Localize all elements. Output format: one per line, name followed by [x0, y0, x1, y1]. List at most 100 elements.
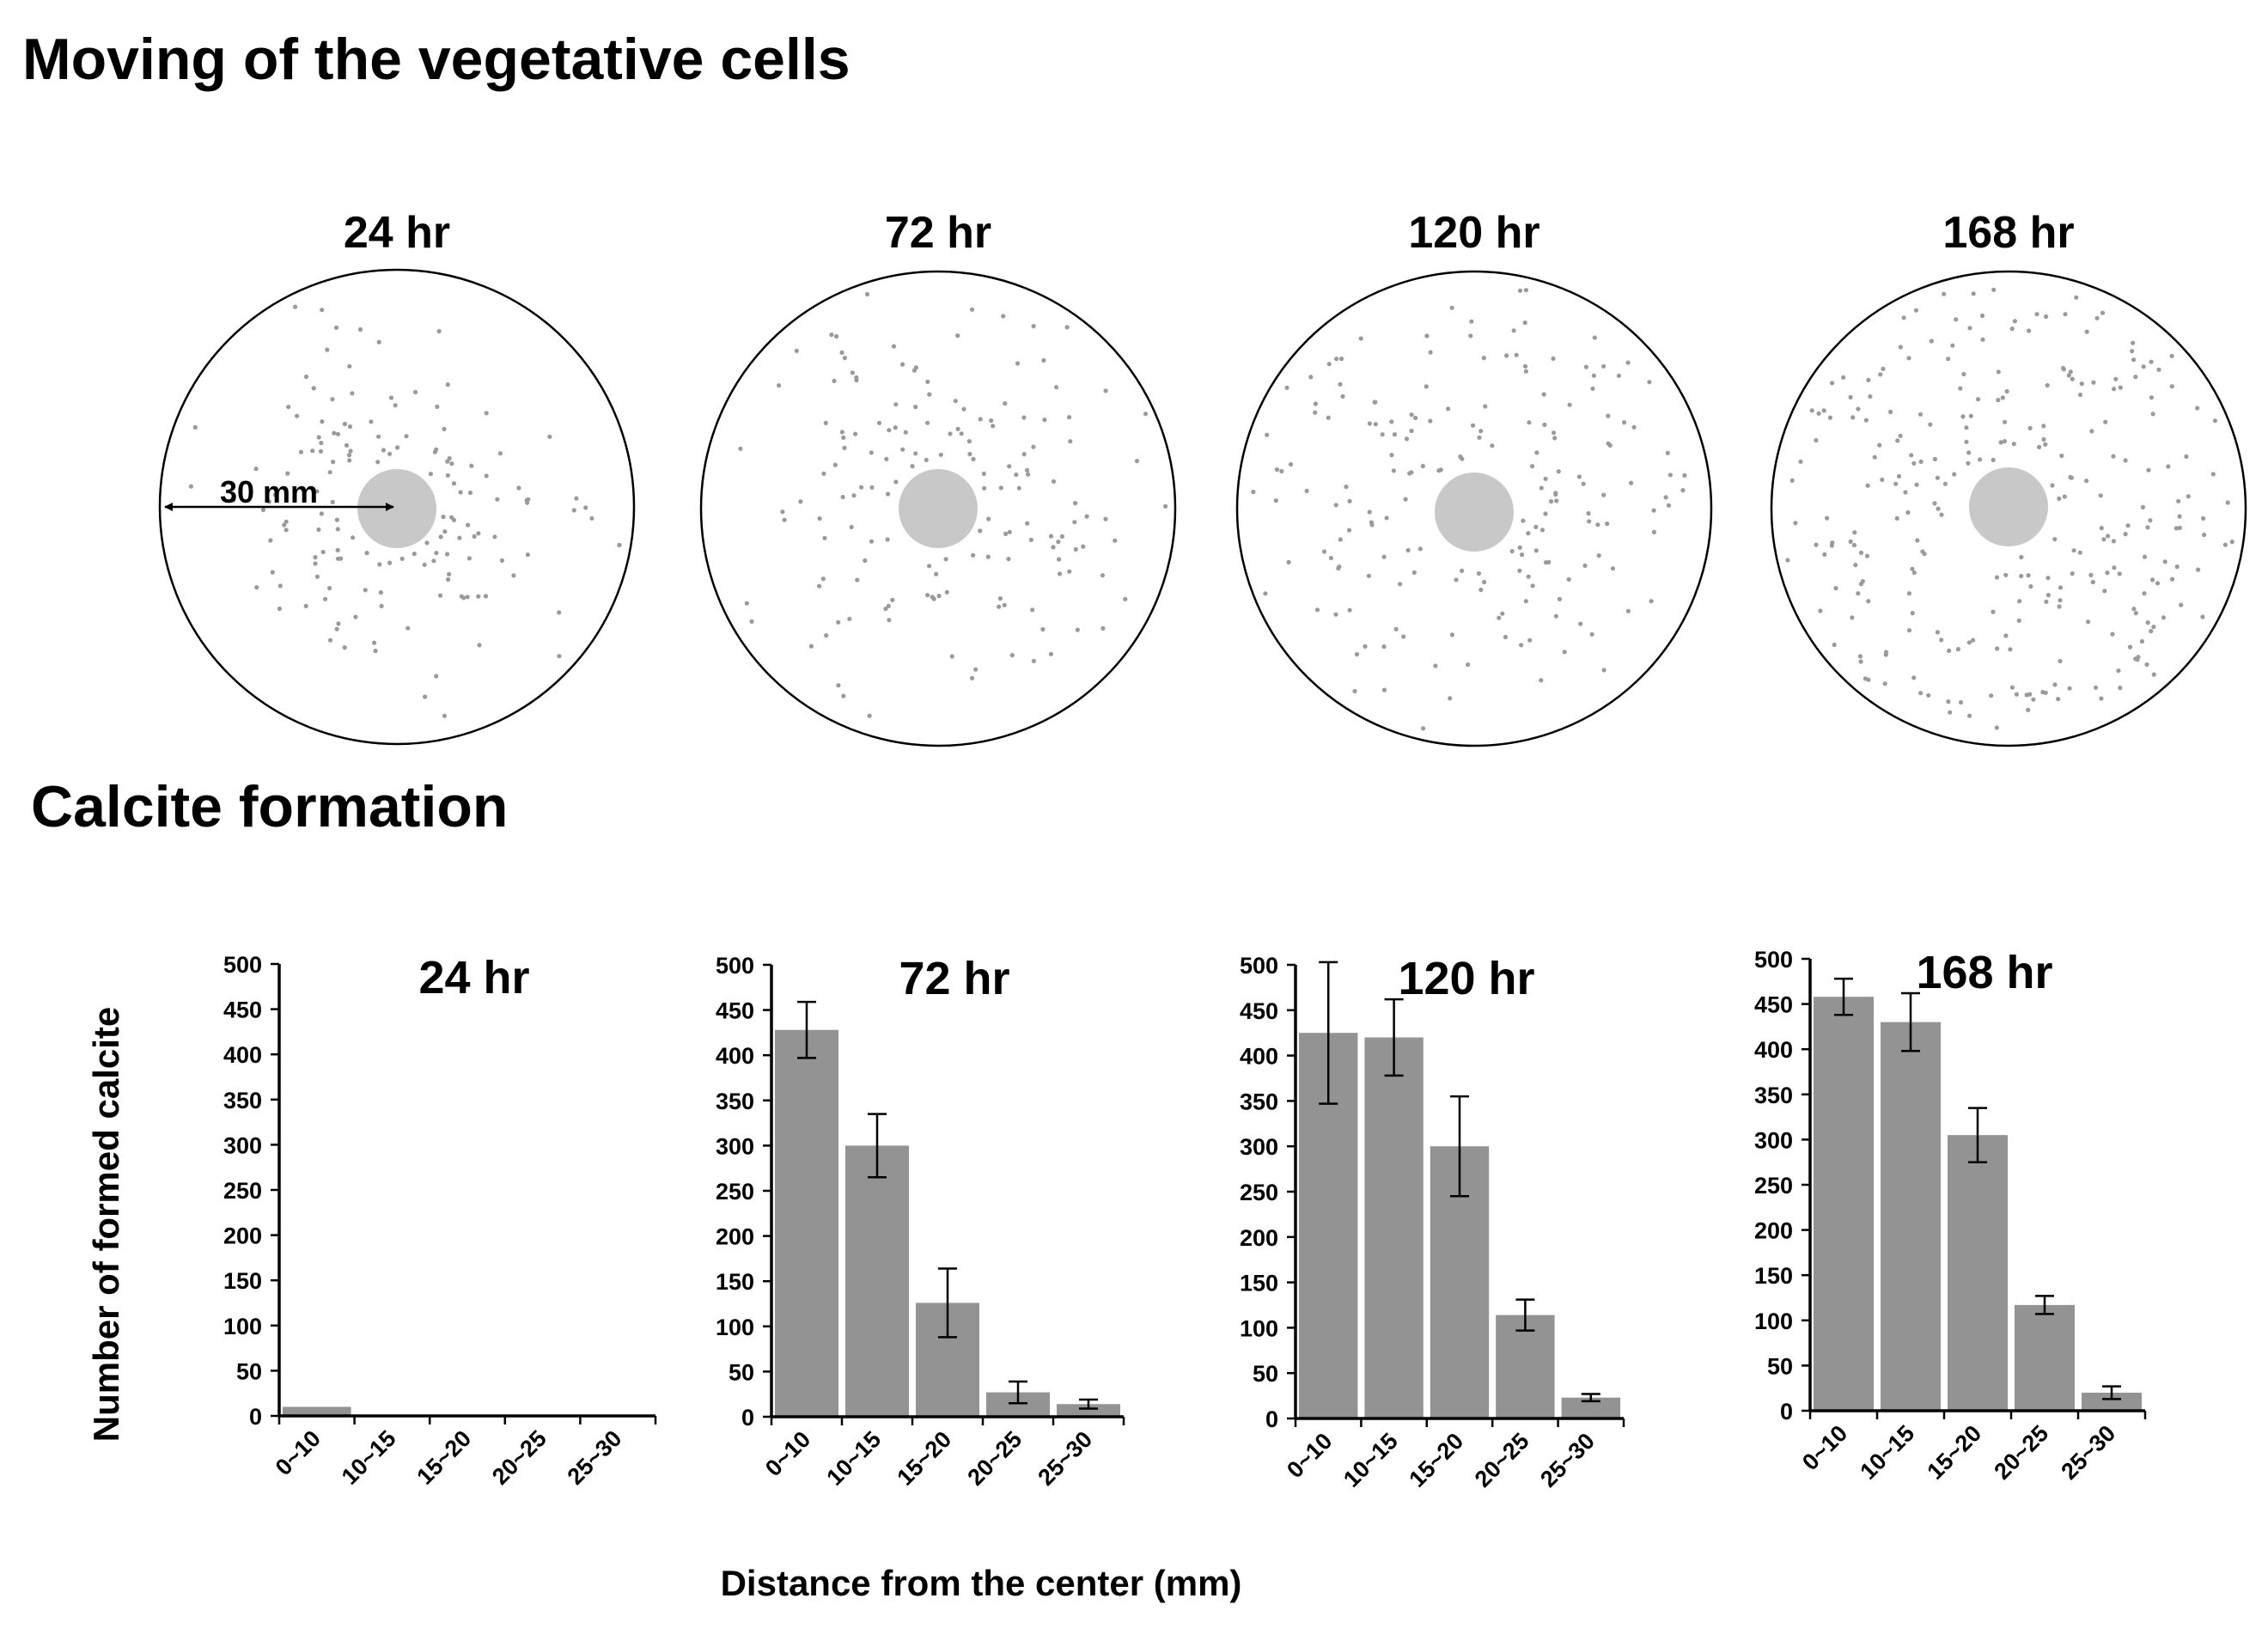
- cell-dot: [1424, 384, 1429, 389]
- cell-dot: [780, 509, 785, 515]
- cell-dot: [1381, 644, 1387, 650]
- inoculum-spot: [899, 469, 978, 548]
- x-tick-label: 25~30: [1535, 1428, 1600, 1492]
- cell-dot: [1631, 424, 1637, 430]
- cell-dot: [459, 594, 464, 599]
- cell-dot: [1509, 549, 1515, 554]
- cell-dot: [854, 377, 859, 383]
- cell-dot: [2016, 618, 2021, 623]
- cell-dot: [1551, 430, 1557, 436]
- cell-dot: [1932, 456, 1937, 462]
- cell-dot: [1405, 547, 1411, 553]
- cell-dot: [1448, 696, 1453, 701]
- cell-dot: [1850, 615, 1855, 620]
- cell-dot: [1015, 361, 1021, 366]
- cell-dot: [1667, 473, 1673, 478]
- x-tick-label: 0~10: [1797, 1420, 1852, 1475]
- bar: [1814, 997, 1874, 1411]
- cell-dot: [1911, 570, 1917, 576]
- cell-dot: [318, 448, 324, 454]
- cell-dot: [2100, 310, 2106, 315]
- cell-dot: [1905, 509, 1911, 515]
- cell-dot: [2066, 373, 2071, 378]
- cell-dot: [1848, 539, 1853, 545]
- cell-dot: [316, 527, 321, 533]
- cell-dot: [1369, 522, 1375, 528]
- cell-dot: [836, 683, 841, 688]
- cell-dot: [1337, 564, 1342, 570]
- y-tick-label: 500: [1754, 947, 1793, 973]
- bar: [775, 1029, 838, 1417]
- cell-dot: [1616, 373, 1621, 378]
- cell-dot: [375, 460, 381, 465]
- cell-dot: [1007, 529, 1012, 534]
- cell-dot: [1958, 699, 1964, 705]
- cell-dot: [943, 557, 948, 562]
- cell-dot: [268, 538, 273, 543]
- error-bar: [868, 1113, 887, 1179]
- error-bar: [1384, 997, 1404, 1077]
- cell-dot: [2057, 496, 2062, 502]
- cell-dot: [2177, 514, 2182, 519]
- cell-dot: [492, 534, 497, 540]
- cell-dot: [313, 561, 318, 566]
- cell-dot: [1072, 520, 1077, 525]
- cell-dot: [363, 588, 368, 593]
- cell-dot: [1858, 582, 1863, 587]
- cell-dot: [2117, 571, 2122, 576]
- cell-dot: [900, 447, 905, 452]
- x-tick-label: 15~20: [1922, 1420, 1986, 1485]
- cell-dot: [1996, 369, 2001, 375]
- cell-dot: [1040, 626, 1046, 632]
- cell-dot: [944, 589, 949, 595]
- cell-dot: [525, 552, 531, 558]
- cell-dot: [982, 485, 987, 491]
- cell-dot: [1340, 393, 1345, 399]
- y-tick-label: 500: [716, 953, 754, 979]
- cell-dot: [1051, 479, 1057, 485]
- cell-dot: [1333, 503, 1338, 508]
- cell-dot: [1898, 433, 1903, 438]
- cell-dot: [1143, 412, 1149, 417]
- cell-dot: [1483, 404, 1488, 409]
- cell-dot: [434, 447, 439, 452]
- cell-dot: [1878, 372, 1883, 377]
- cell-dot: [1546, 559, 1552, 565]
- cell-dot: [2084, 329, 2089, 334]
- cell-dot: [1123, 596, 1128, 601]
- cell-dot: [476, 594, 481, 599]
- cell-dot: [1273, 498, 1278, 503]
- cell-dot: [1314, 607, 1320, 613]
- cell-dot: [1411, 570, 1417, 576]
- y-tick-label: 200: [1240, 1225, 1278, 1251]
- cell-dot: [849, 524, 854, 530]
- cell-dot: [1358, 336, 1363, 341]
- cell-dot: [2125, 523, 2131, 528]
- cell-dot: [1935, 475, 1940, 480]
- cell-dot: [2009, 685, 2015, 690]
- cell-dot: [2133, 656, 2138, 662]
- x-tick-label: 25~30: [1033, 1426, 1097, 1491]
- cell-dot: [298, 449, 303, 454]
- cell-dot: [1893, 481, 1899, 486]
- cell-dot: [1021, 415, 1027, 420]
- scale-label: 30 mm: [220, 474, 318, 509]
- cell-dot: [447, 455, 452, 461]
- cell-dot: [2027, 328, 2032, 333]
- cell-dot: [1103, 388, 1108, 393]
- cell-dot: [1960, 414, 1966, 419]
- cell-dot: [477, 643, 482, 648]
- cell-dot: [1625, 360, 1631, 365]
- x-tick-label: 25~30: [2056, 1420, 2120, 1485]
- cell-dot: [2059, 453, 2064, 459]
- cell-dot: [2008, 647, 2013, 652]
- cell-dot: [436, 328, 442, 334]
- cell-dot: [1163, 503, 1168, 509]
- cell-dot: [2057, 604, 2062, 609]
- cell-dot: [890, 597, 895, 602]
- cell-dot: [749, 619, 754, 625]
- cell-dot: [1334, 357, 1339, 362]
- cell-dot: [847, 616, 852, 621]
- x-axis-label: Distance from the center (mm): [721, 1563, 1242, 1603]
